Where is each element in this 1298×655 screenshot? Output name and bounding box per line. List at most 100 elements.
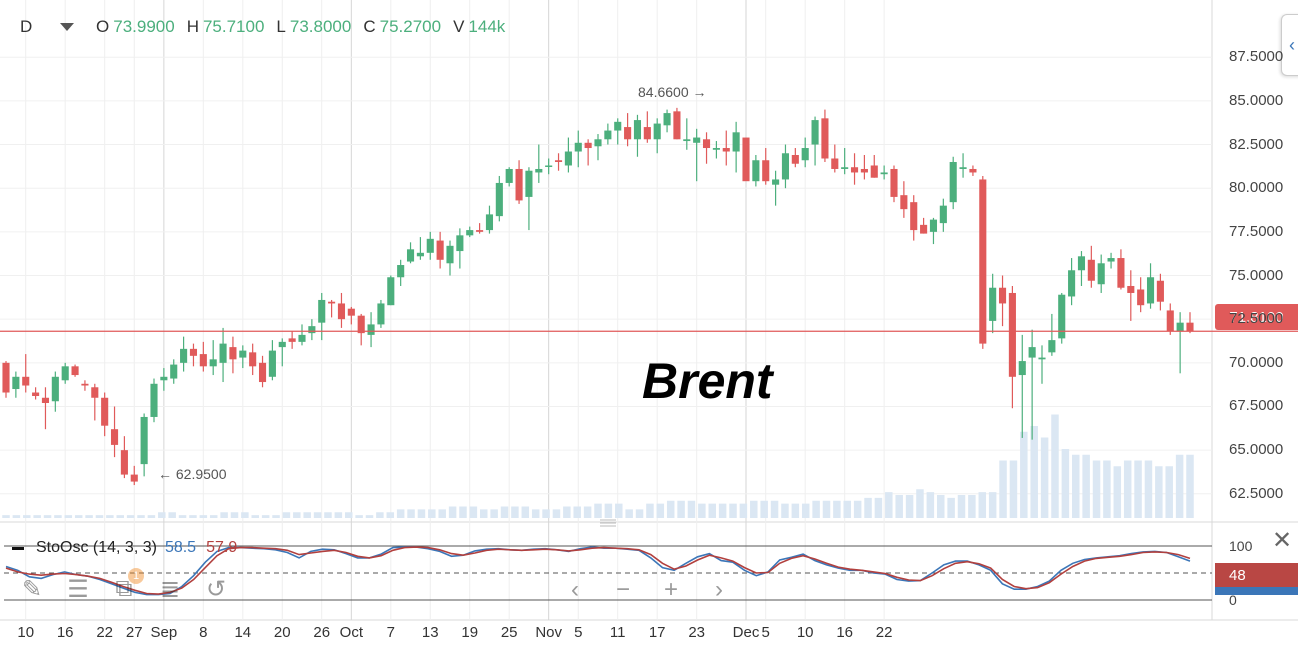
candle-body: [633, 120, 642, 140]
candle-body: [485, 214, 494, 231]
volume-bar: [718, 503, 727, 518]
zoom-in-icon[interactable]: +: [663, 576, 678, 603]
candle-body: [959, 167, 967, 169]
candle-body: [377, 303, 385, 325]
x-tick-label: 17: [648, 624, 666, 641]
candle-body: [367, 324, 375, 335]
x-tick-label: 11: [609, 624, 626, 641]
x-tick-label: 16: [836, 624, 853, 641]
candle-body: [811, 120, 819, 145]
volume-bar: [646, 503, 654, 518]
candle-body: [791, 155, 799, 164]
candle-body: [61, 366, 69, 381]
x-tick-label: 10: [796, 624, 814, 641]
volume-bar: [95, 515, 104, 518]
candle-body: [298, 334, 306, 342]
oscillator-k-value: 58.5: [164, 539, 197, 556]
candle-body: [130, 474, 138, 482]
y-tick-label: 65.0000: [1229, 441, 1284, 459]
volume-bar: [43, 515, 52, 518]
candle-body: [387, 277, 395, 306]
layers-icon[interactable]: ⧉ 1: [110, 568, 144, 604]
x-tick-label: 23: [688, 624, 705, 641]
candle-body: [12, 376, 20, 390]
candle-body: [278, 341, 286, 348]
ohlc-legend: D O 73.9900 H 75.7100 L 73.8000 C 75.270…: [0, 0, 640, 54]
candle-body: [249, 352, 257, 367]
candle-body: [446, 245, 454, 264]
volume-bar: [344, 512, 353, 518]
volume-bar: [698, 503, 706, 518]
volume-bar: [365, 515, 374, 518]
volume-bar: [563, 506, 571, 518]
x-tick-label: 20: [273, 624, 291, 641]
candle-body: [998, 287, 1007, 304]
zoom-out-icon[interactable]: −: [615, 576, 630, 603]
volume-bar: [1113, 466, 1122, 518]
volume-bar: [230, 512, 239, 518]
osc-d-line: [5, 546, 1191, 595]
volume-bar: [687, 500, 696, 518]
volume-bar: [1092, 460, 1101, 518]
x-tick-label: 16: [56, 624, 74, 641]
volume-bar: [1040, 437, 1049, 518]
candle-body: [347, 308, 355, 316]
volume-bar: [853, 500, 862, 518]
prev-icon[interactable]: ‹: [571, 576, 579, 603]
volume-bar: [905, 495, 914, 518]
layers-badge: 1: [128, 568, 144, 584]
candle-body: [712, 148, 720, 150]
pencil-icon[interactable]: ✎: [21, 575, 43, 603]
interval-dropdown-caret-icon[interactable]: [60, 23, 74, 31]
high-value: 75.7100: [202, 17, 265, 36]
candle-body: [801, 148, 809, 161]
filter-icon[interactable]: ≣: [159, 575, 181, 603]
volume-bar: [615, 503, 623, 518]
volume-bar: [147, 515, 156, 518]
candle-body: [337, 303, 346, 320]
oscillator-legend: StoOsc (14, 3, 3) 58.5 57.9: [6, 536, 237, 560]
volume-bar: [480, 509, 488, 518]
y-tick-label: 67.5000: [1229, 397, 1284, 415]
reset-icon[interactable]: ↺: [205, 575, 227, 603]
volume-bar: [241, 512, 249, 518]
candle-body: [742, 137, 750, 182]
candle-body: [170, 364, 178, 379]
interval-label[interactable]: D: [20, 17, 33, 36]
candle-body: [2, 362, 10, 393]
volume-bar: [791, 503, 800, 518]
document-icon[interactable]: ☰: [67, 575, 89, 603]
volume-bar: [490, 509, 498, 518]
candle-body: [1127, 285, 1135, 293]
candle-body: [199, 354, 207, 367]
volume-bar: [355, 515, 363, 518]
candle-body: [574, 142, 582, 152]
y-tick-label: 85.0000: [1229, 91, 1284, 109]
candle-body: [929, 219, 938, 232]
volume-bar: [1009, 460, 1018, 518]
volume-bar: [386, 512, 395, 518]
candle-body: [150, 383, 158, 417]
next-icon[interactable]: ›: [715, 576, 723, 603]
volume-bar: [459, 506, 467, 518]
candle-body: [239, 350, 247, 358]
volume-bar: [552, 509, 561, 518]
candle-body: [1038, 357, 1046, 360]
candle-body: [831, 158, 839, 169]
volume-bar: [1020, 431, 1028, 518]
volume-bar: [801, 503, 810, 518]
candle-body: [397, 265, 405, 278]
candle-body: [545, 165, 553, 167]
candle-body: [604, 130, 612, 140]
volume-bar: [272, 515, 280, 518]
volume-bar: [293, 512, 301, 518]
collapse-panel-icon[interactable]: ‹: [1281, 14, 1298, 76]
collapse-indicator-icon[interactable]: [12, 546, 24, 550]
candle-body: [1068, 270, 1076, 297]
volume-bar: [324, 512, 332, 518]
candle-body: [584, 142, 592, 149]
close-icon[interactable]: ✕: [1272, 527, 1293, 554]
candle-body: [308, 326, 316, 334]
volume-bar: [168, 512, 176, 518]
